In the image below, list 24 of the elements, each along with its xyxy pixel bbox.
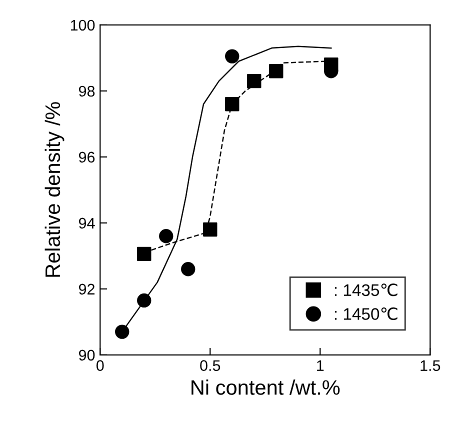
y-tick-label: 92 [78, 284, 94, 295]
legend-label: : 1450℃ [334, 307, 398, 320]
point [137, 246, 152, 262]
point [225, 49, 240, 64]
legend-label: : 1435℃ [334, 284, 398, 296]
x-tick-label: 1.5 [420, 360, 440, 371]
x-tick-label: 0.5 [200, 360, 220, 371]
y-tick-label: 100 [70, 20, 95, 31]
point [159, 229, 174, 244]
point [269, 64, 284, 78]
x-tick-label: 0 [96, 360, 104, 371]
y-tick-label: 96 [78, 152, 95, 163]
y-tick-label: 90 [78, 350, 95, 361]
y-tick-label: 94 [78, 218, 95, 229]
point [247, 74, 262, 88]
y-tick-label: 98 [78, 86, 95, 97]
x-tick-label: 1 [317, 360, 324, 371]
point [115, 324, 130, 339]
y-axis-title: Relative density /% [44, 102, 64, 277]
point [203, 222, 218, 237]
point [181, 262, 196, 276]
point [225, 97, 240, 112]
x-axis-title: Ni content /wt.% [192, 380, 340, 395]
point [137, 293, 152, 308]
